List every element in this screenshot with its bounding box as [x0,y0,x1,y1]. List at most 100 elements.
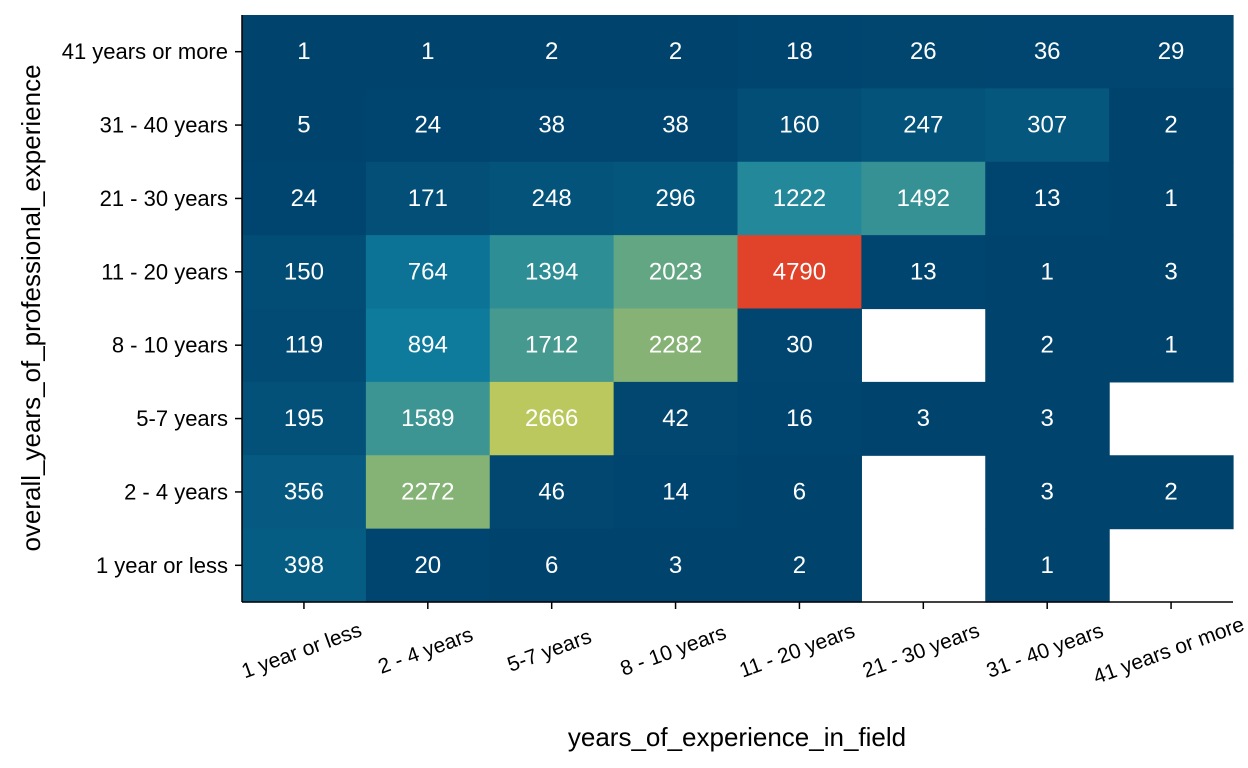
heatmap-cell [613,308,739,383]
heatmap-cell [861,88,986,163]
cell-value-label: 3 [917,405,930,432]
heatmap-cell [489,528,615,603]
heatmap-cell [489,161,615,236]
y-axis-ticks: 41 years or more 31 - 40 years 21 - 30 yea… [62,39,242,578]
y-tick-label: 1 year or less [96,553,228,578]
heatmap-cell [985,308,1110,383]
heatmap-cell [985,88,1110,163]
y-tick-label: 8 - 10 years [112,333,228,358]
cell-value-label: 307 [1027,112,1067,139]
x-tick-label: 2 - 4 years [375,623,476,679]
heatmap-cell [365,235,491,310]
heatmap-cell [365,15,491,89]
heatmap-cell [737,88,862,163]
cell-value-label: 195 [284,405,324,432]
cell-value-label: 26 [910,38,937,65]
cell-value-label: 13 [1034,185,1061,212]
cell-value-label: 2 [1164,112,1177,139]
cell-value-label: 1492 [897,185,950,212]
y-tick-label: 11 - 20 years [101,259,228,284]
cell-value-label: 2272 [401,478,454,505]
cell-value-label: 2023 [649,258,702,285]
cell-value-label: 2 [1041,332,1054,359]
cell-value-label: 24 [291,185,318,212]
cell-value-label: 1712 [525,332,578,359]
cell-value-label: 119 [285,332,323,359]
cell-value-label: 4790 [773,258,826,285]
heatmap-cell [365,88,491,163]
heatmap-cell [365,308,491,383]
cell-value-label: 2282 [649,332,702,359]
heatmap-cell [613,528,739,603]
heatmap-cell [985,161,1110,236]
heatmap-cell [1109,308,1234,383]
cell-value-label: 248 [532,185,572,212]
cell-value-label: 16 [786,405,813,432]
heatmap-cell [489,15,615,89]
cell-value-label: 5 [297,112,310,139]
heatmap-cell [365,528,491,603]
y-tick-label: 31 - 40 years [100,113,228,138]
x-tick-label: 5-7 years [504,625,594,677]
heatmap-cell [613,455,739,530]
heatmap-cell [985,381,1110,456]
heatmap-cell [242,15,367,89]
cell-value-label: 36 [1034,38,1061,65]
x-tick-label: 21 - 30 years [860,619,983,683]
cell-value-label: 1 [1041,258,1054,285]
heatmap-cell [1109,161,1234,236]
heatmap-cell [242,88,367,163]
heatmap-cell [365,381,491,456]
y-axis-title: overall_years_of_professional_experience [16,64,46,551]
heatmap-cell [737,528,862,603]
heatmap-cell [613,161,739,236]
heatmap-cell [1109,455,1234,530]
heatmap-cell [242,455,367,530]
heatmap-cell [737,381,862,456]
cell-value-label: 6 [545,552,558,579]
x-tick-label: 1 year or less [239,619,365,684]
cell-value-label: 13 [910,258,937,285]
heatmap-cell [489,88,615,163]
heatmap-cell [985,235,1110,310]
cell-value-label: 29 [1158,38,1185,65]
x-axis-ticks: 1 year or less 2 - 4 years 5-7 years 8 - 10… [239,602,1247,689]
x-tick-label: 8 - 10 years [617,621,729,681]
x-axis-title: years_of_experience_in_field [568,722,906,752]
heatmap-cell [737,15,862,89]
cell-value-label: 1 [1041,552,1054,579]
cell-value-label: 1589 [401,405,454,432]
cell-value-label: 3 [1041,478,1054,505]
heatmap-cell [861,161,986,236]
cell-value-label: 764 [408,258,448,285]
y-tick-label: 2 - 4 years [124,479,228,504]
heatmap-cell [489,381,615,456]
cell-value-label: 3 [1041,405,1054,432]
heatmap-cell [242,528,367,603]
heatmap-cell [613,15,739,89]
cell-value-label: 356 [284,478,324,505]
y-tick-label: 41 years or more [62,39,228,64]
cell-value-label: 2 [669,38,682,65]
heatmap-cell [737,308,862,383]
cell-value-label: 24 [414,112,441,139]
heatmap-cell [737,455,862,530]
cell-value-label: 1 [1164,185,1177,212]
cell-value-label: 1 [297,38,310,65]
heatmap-cell [242,161,367,236]
cell-value-label: 38 [662,112,689,139]
heatmap-cell [861,381,986,456]
cell-value-label: 30 [786,332,813,359]
cell-value-label: 20 [414,552,441,579]
heatmap-cell [242,308,367,383]
heatmap-cell [613,381,739,456]
cell-value-label: 160 [779,112,819,139]
cell-value-label: 1394 [525,258,578,285]
x-tick-label: 41 years or more [1090,613,1247,689]
cell-value-label: 18 [786,38,813,65]
cell-value-label: 247 [903,112,943,139]
heatmap-cell [613,235,739,310]
heatmap-cell [489,455,615,530]
heatmap-cell [985,455,1110,530]
